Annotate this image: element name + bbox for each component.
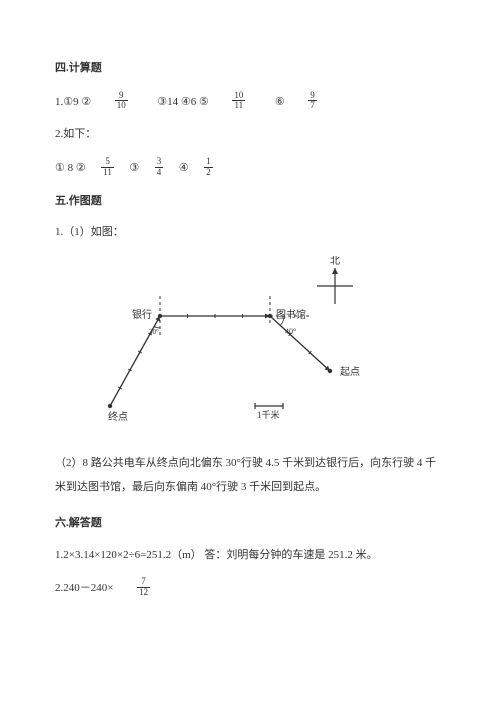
fraction: 10 11 (232, 91, 245, 112)
section6-title: 六.解答题 (55, 515, 445, 533)
svg-text:1千米: 1千米 (257, 409, 280, 420)
s4-q2-ans: ① 8 ② 5 11 ③ 3 4 ④ 1 2 (55, 158, 445, 179)
den: 4 (155, 168, 164, 178)
text: ① 8 ② (55, 162, 86, 174)
den: 11 (232, 101, 245, 111)
fraction: 5 11 (101, 157, 114, 178)
fraction: 7 12 (137, 577, 150, 598)
text: ③ (129, 162, 139, 174)
svg-text:终点: 终点 (108, 410, 128, 423)
svg-text:银行: 银行 (132, 308, 152, 321)
den: 11 (101, 168, 114, 178)
svg-text:30°: 30° (149, 328, 159, 336)
fraction: 9 10 (115, 91, 128, 112)
text: ④ (179, 162, 189, 174)
fraction: 1 2 (204, 157, 213, 178)
text: ⑥ (275, 96, 285, 108)
route-diagram: 终点 银行 图书馆起点 30° 40° 北 1千米 (55, 256, 445, 433)
s6-q1: 1.2×3.14×120×2÷6=251.2（m） 答：刘明每分钟的车速是 25… (55, 547, 445, 565)
svg-text:图书馆: 图书馆 (276, 308, 306, 321)
svg-text:40°: 40° (285, 327, 296, 336)
text: ③14 ④6 ⑤ (157, 96, 209, 108)
s5-q1-desc: （2）8 路公共电车从终点向北偏东 30°行驶 4.5 千米到达银行后，向东行驶… (55, 451, 445, 499)
text: 1.①9 ② (55, 96, 91, 108)
svg-text:北: 北 (330, 256, 340, 267)
s4-q2-intro: 2.如下： (55, 126, 445, 144)
s5-q1-intro: 1.（1）如图： (55, 224, 445, 242)
text: 2.240－240× (55, 582, 113, 594)
section4-title: 四.计算题 (55, 60, 445, 78)
fraction: 9 7 (308, 91, 317, 112)
section5-title: 五.作图题 (55, 193, 445, 211)
s4-q1: 1.①9 ② 9 10 ③14 ④6 ⑤ 10 11 ⑥ 9 7 (55, 92, 445, 113)
route-svg: 终点 银行 图书馆起点 30° 40° 北 1千米 (55, 256, 435, 426)
svg-text:起点: 起点 (340, 366, 360, 378)
fraction: 3 4 (155, 157, 164, 178)
den: 7 (308, 101, 317, 111)
den: 10 (115, 101, 128, 111)
den: 2 (204, 168, 213, 178)
s6-q2: 2.240－240× 7 12 (55, 578, 445, 599)
den: 12 (137, 588, 150, 598)
